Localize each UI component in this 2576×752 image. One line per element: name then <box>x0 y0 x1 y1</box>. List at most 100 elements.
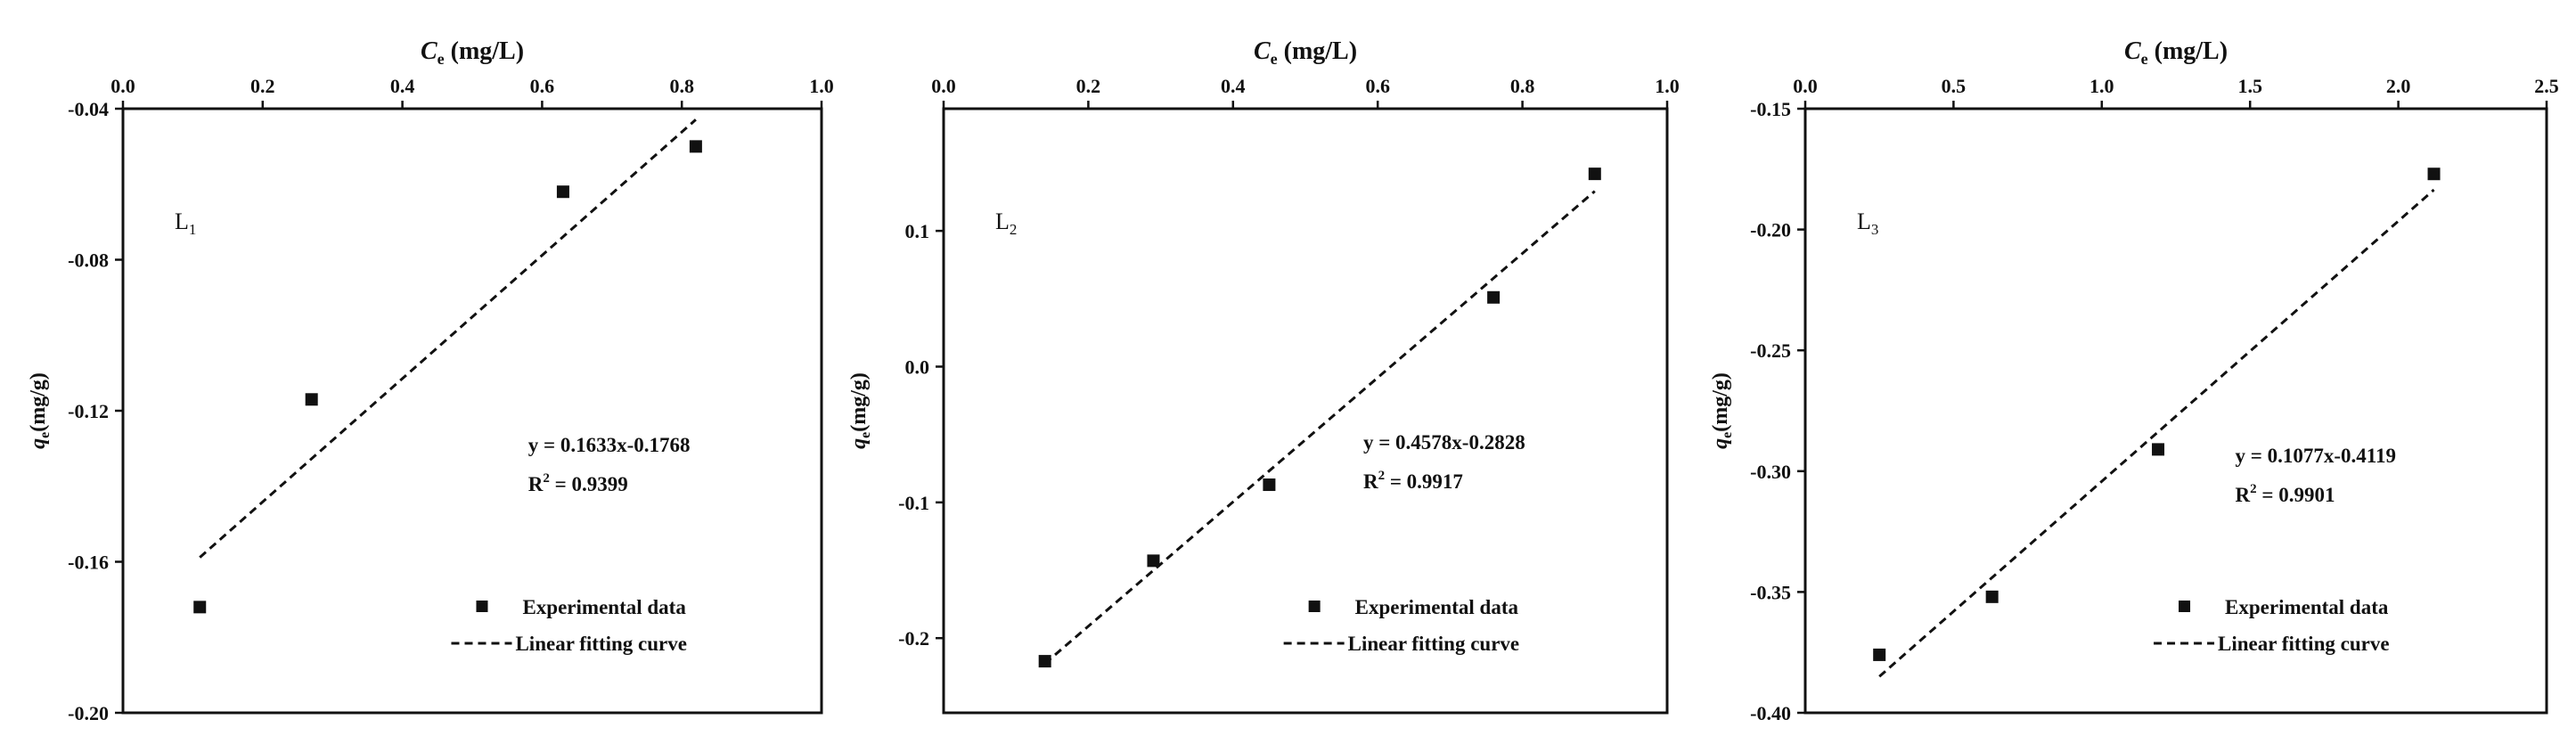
y-axis-title-symbol: q <box>1709 438 1732 449</box>
x-tick-label: 2.5 <box>2534 75 2559 97</box>
r-squared-superscript: 2 <box>543 471 550 486</box>
y-tick-label: -0.15 <box>1750 98 1791 120</box>
y-axis-title: qe(mg/g) <box>1709 372 1735 449</box>
legend-label-fit: Linear fitting curve <box>515 633 687 655</box>
x-tick-label: 0.6 <box>530 75 555 97</box>
y-tick-label: -0.04 <box>68 98 109 120</box>
y-axis-title-symbol: q <box>27 438 50 449</box>
x-axis-title-unit: (mg/L) <box>445 37 524 65</box>
r-squared-value: = 0.9901 <box>2257 484 2335 506</box>
r-squared: R2 = 0.9399 <box>528 471 628 495</box>
x-axis-title-symbol: C <box>1254 37 1271 65</box>
x-tick-label: 1.0 <box>809 75 834 97</box>
legend-label-fit: Linear fitting curve <box>1348 633 1520 655</box>
panel-label: L1 <box>175 208 196 238</box>
data-point <box>1985 590 1999 603</box>
legend-label-points: Experimental data <box>522 596 686 618</box>
x-axis-title: Ce (mg/L) <box>421 37 524 68</box>
data-point <box>305 393 318 406</box>
y-axis-title: qe(mg/g) <box>847 372 873 449</box>
y-axis-title-unit: (mg/g) <box>847 372 871 432</box>
y-tick-label: -0.30 <box>1750 461 1791 483</box>
y-tick-label: 0.0 <box>905 356 930 378</box>
data-point <box>1588 168 1601 181</box>
x-tick-label: 0.4 <box>390 75 415 97</box>
chart-panel-3: Ce (mg/L) 0.0 0.5 1.0 1.5 2.0 2.5 -0.15 -0.20 -0.… <box>1709 37 2559 724</box>
x-axis-title-subscript: e <box>1271 50 1278 68</box>
data-point <box>1873 648 1886 661</box>
r-squared-symbol: R <box>1363 470 1378 493</box>
r-squared-superscript: 2 <box>2250 482 2257 496</box>
data-point <box>193 601 207 614</box>
y-tick-label: -0.20 <box>1750 219 1791 241</box>
panel-label: L2 <box>995 208 1017 238</box>
data-point <box>556 185 569 199</box>
fit-equation: y = 0.1633x-0.1768 <box>528 434 691 456</box>
x-tick-label: 0.0 <box>931 75 956 97</box>
x-axis-title-subscript: e <box>2141 50 2148 68</box>
x-tick-label: 0.6 <box>1365 75 1390 97</box>
legend-marker-points <box>1308 601 1321 612</box>
y-tick-label: -0.08 <box>68 249 109 272</box>
legend-label-points: Experimental data <box>2225 596 2389 618</box>
y-tick-label: -0.20 <box>68 702 109 724</box>
x-tick-label: 0.8 <box>669 75 694 97</box>
y-tick-label: -0.12 <box>68 400 109 422</box>
x-tick-label: 0.2 <box>250 75 275 97</box>
data-point <box>1147 554 1160 568</box>
data-point <box>2152 443 2165 456</box>
y-axis-title-unit: (mg/g) <box>27 372 50 432</box>
x-tick-label: 0.8 <box>1510 75 1535 97</box>
r-squared-value: = 0.9399 <box>550 473 628 495</box>
x-axis-title-unit: (mg/L) <box>2148 37 2228 65</box>
chart-panel-2: Ce (mg/L) 0.0 0.2 0.4 0.6 0.8 1.0 0.1 0.0 -0.1 -0.… <box>847 37 1680 715</box>
y-axis-title-subscript: e <box>37 432 53 438</box>
x-tick-label: 0.0 <box>1793 75 1818 97</box>
x-tick-label: 1.5 <box>2237 75 2262 97</box>
r-squared-value: = 0.9917 <box>1385 470 1463 493</box>
panel-label-subscript: 2 <box>1010 221 1018 238</box>
x-tick-label: 0.0 <box>110 75 135 97</box>
x-axis-title-symbol: C <box>421 37 438 65</box>
panel-label-subscript: 1 <box>189 221 197 238</box>
r-squared: R2 = 0.9917 <box>1363 469 1463 493</box>
legend-label-points: Experimental data <box>1355 596 1519 618</box>
y-tick-label: 0.1 <box>905 220 930 242</box>
y-axis-title-symbol: q <box>847 438 871 449</box>
fit-equation: y = 0.1077x-0.4119 <box>2236 445 2397 467</box>
x-axis-title-unit: (mg/L) <box>1278 37 1357 65</box>
r-squared-superscript: 2 <box>1378 469 1386 483</box>
y-tick-label: -0.2 <box>898 627 929 650</box>
y-axis-title-subscript: e <box>858 432 873 438</box>
x-axis-title-symbol: C <box>2124 37 2141 65</box>
data-point <box>689 140 702 153</box>
y-axis-title: qe(mg/g) <box>27 372 53 449</box>
r-squared-symbol: R <box>2236 484 2251 506</box>
fit-line <box>199 119 697 559</box>
panel-label-subscript: 3 <box>1871 221 1879 238</box>
y-axis-title-unit: (mg/g) <box>1709 372 1732 432</box>
plot-frame <box>1803 107 2548 715</box>
fit-equation: y = 0.4578x-0.2828 <box>1363 431 1525 454</box>
fit-line <box>1043 190 1596 665</box>
plot-frame <box>942 107 1669 715</box>
panel-label-letter: L <box>175 208 189 234</box>
x-axis-title-subscript: e <box>438 50 445 68</box>
fit-line <box>1878 188 2435 678</box>
data-point <box>1263 478 1276 492</box>
y-tick-label: -0.25 <box>1750 339 1791 362</box>
x-axis-title: Ce (mg/L) <box>2124 37 2228 68</box>
data-point <box>1038 655 1051 668</box>
data-point <box>1487 290 1501 304</box>
panel-label: L3 <box>1857 208 1878 238</box>
plot-frame <box>121 107 823 715</box>
legend-marker-points <box>476 601 488 612</box>
y-tick-label: -0.40 <box>1750 702 1791 724</box>
y-axis-title-subscript: e <box>1720 432 1735 438</box>
x-axis-title: Ce (mg/L) <box>1254 37 1357 68</box>
x-tick-label: 2.0 <box>2386 75 2411 97</box>
legend-marker-points <box>2179 601 2191 612</box>
y-tick-label: -0.35 <box>1750 581 1791 603</box>
legend-label-fit: Linear fitting curve <box>2218 633 2390 655</box>
